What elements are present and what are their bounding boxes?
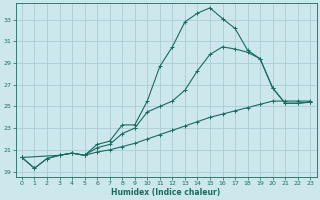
X-axis label: Humidex (Indice chaleur): Humidex (Indice chaleur) <box>111 188 221 197</box>
